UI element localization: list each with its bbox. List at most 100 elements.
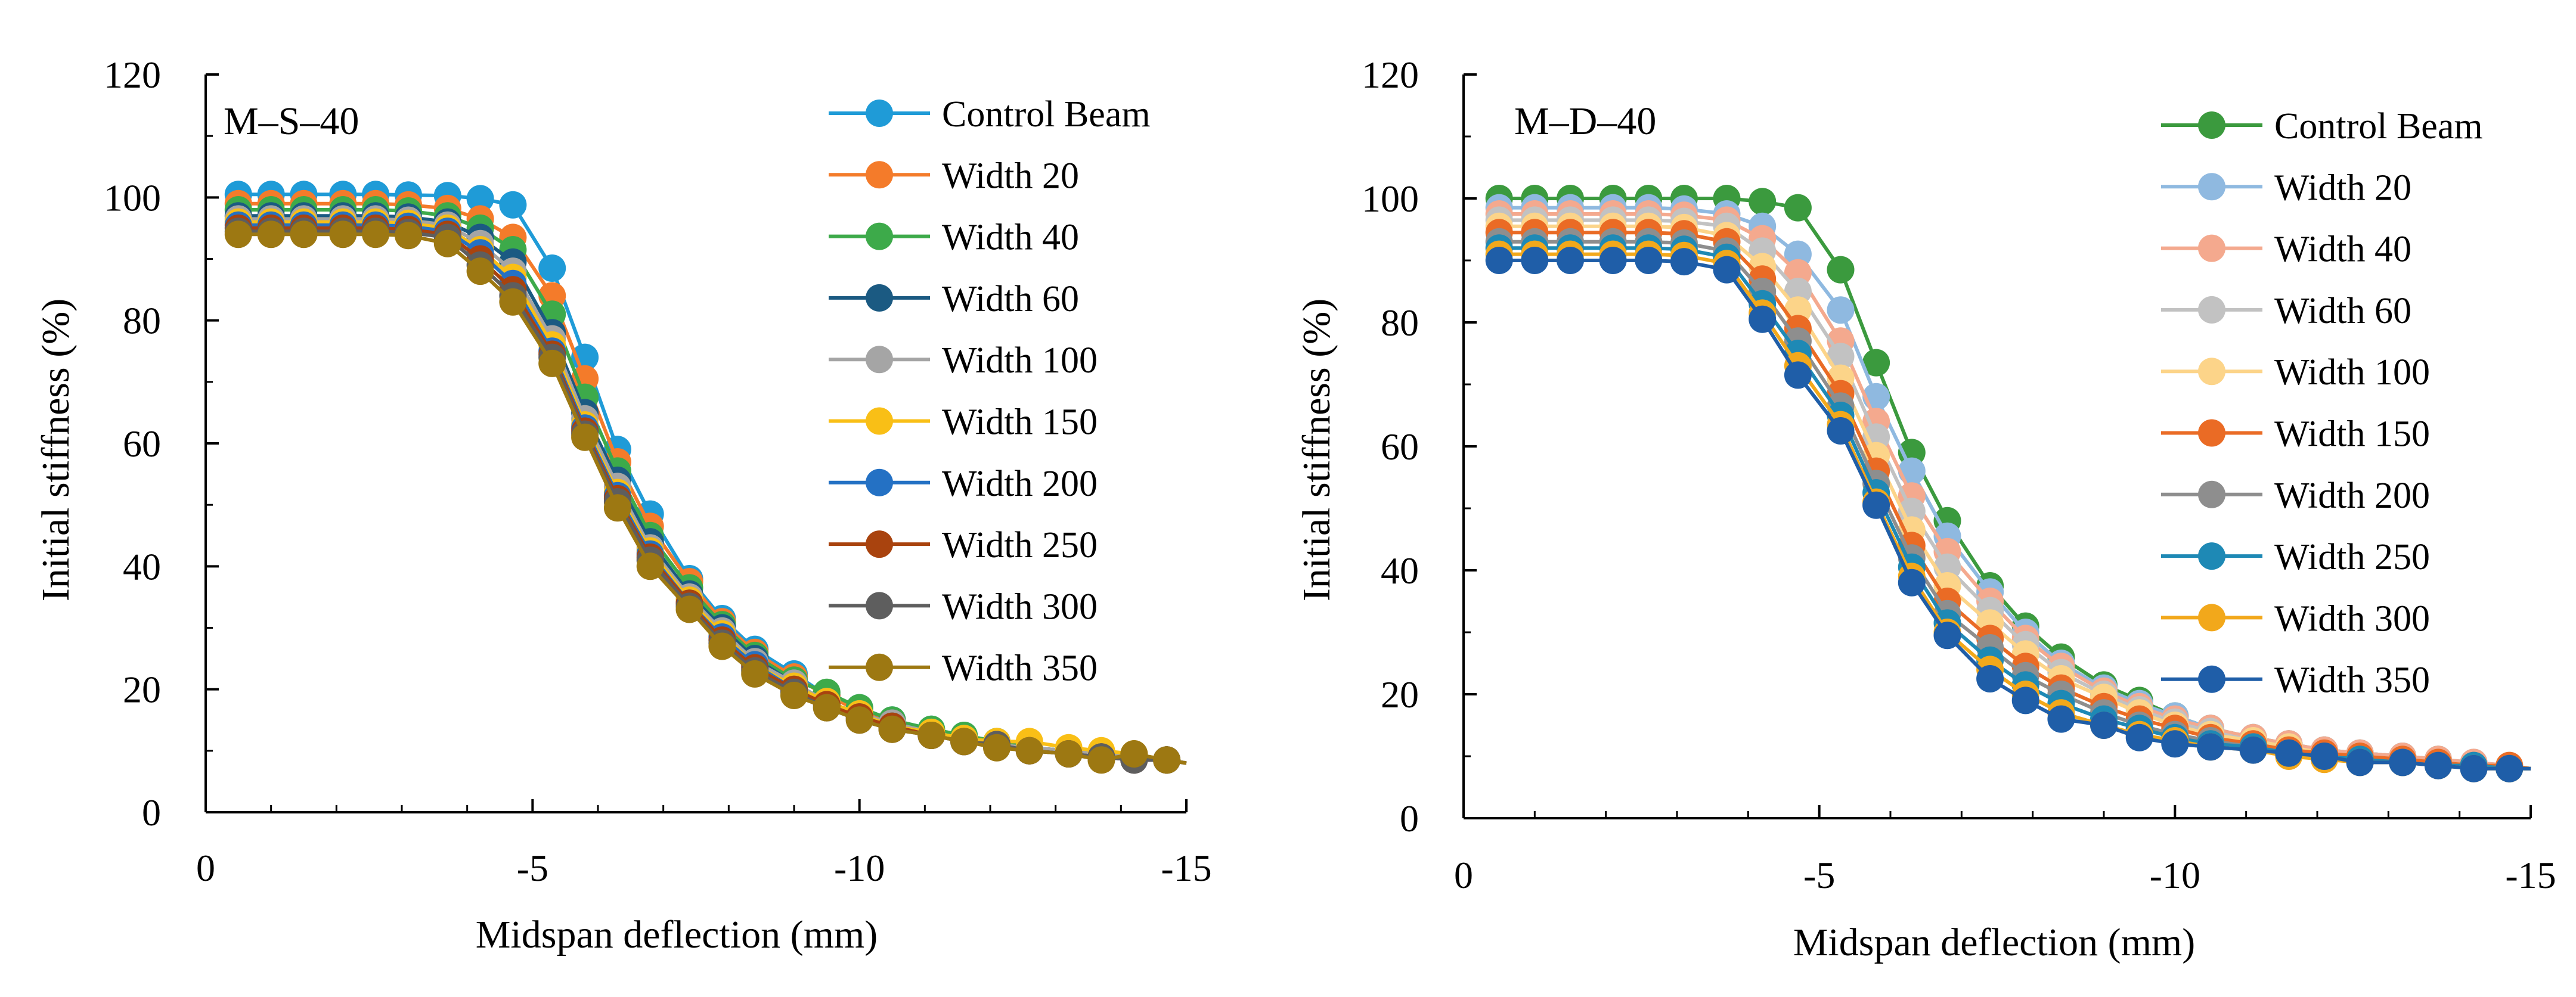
data-point	[2460, 754, 2488, 782]
legend-item: Width 250	[2161, 537, 2430, 577]
legend: Control Beam Width 20 Width 40 Width 60 Widt…	[829, 94, 1151, 689]
legend-item: Width 300	[829, 586, 1098, 627]
legend-marker	[2198, 665, 2225, 693]
x-tick-label: -15	[2505, 854, 2556, 896]
legend-label: Width 40	[2274, 229, 2411, 270]
data-point	[329, 220, 357, 249]
legend-marker	[866, 530, 893, 558]
data-point	[1749, 188, 1777, 216]
data-point	[290, 220, 318, 249]
panel-label: M–D–40	[1514, 100, 1656, 143]
data-point	[2496, 754, 2524, 782]
y-tick-label: 0	[1400, 797, 1419, 840]
legend-marker	[866, 161, 893, 189]
data-point	[1827, 343, 1855, 371]
data-point	[675, 595, 703, 623]
data-point	[1749, 305, 1777, 333]
legend-marker	[2198, 296, 2225, 324]
data-point	[2310, 743, 2338, 770]
data-point	[2161, 730, 2189, 758]
legend-item: Width 20	[2161, 167, 2411, 208]
legend-marker	[866, 284, 893, 312]
data-point	[1713, 256, 1741, 284]
legend-marker	[866, 468, 893, 496]
data-point	[2011, 687, 2039, 715]
data-point	[1120, 740, 1148, 768]
y-tick-label: 100	[1362, 178, 1419, 220]
data-point	[2197, 733, 2224, 761]
legend-label: Width 100	[942, 340, 1098, 381]
legend-marker	[2198, 358, 2225, 386]
data-point	[1898, 569, 1926, 597]
legend-item: Width 250	[829, 525, 1098, 566]
x-tick-label: -5	[517, 847, 548, 889]
legend-item: Width 60	[829, 279, 1079, 319]
data-point	[845, 706, 873, 734]
legend-item: Width 40	[2161, 229, 2411, 270]
data-point	[2346, 748, 2374, 777]
legend-marker	[2198, 173, 2225, 201]
data-point	[917, 722, 946, 749]
y-tick-label: 120	[104, 54, 161, 96]
data-point	[2424, 751, 2452, 779]
data-point	[708, 632, 736, 660]
data-point	[741, 660, 769, 688]
data-point	[2239, 736, 2267, 764]
data-point	[636, 552, 664, 580]
legend-marker	[2198, 542, 2225, 570]
y-tick-label: 80	[123, 300, 161, 342]
legend-label: Width 350	[942, 648, 1098, 689]
data-point	[257, 220, 285, 249]
data-point	[499, 288, 527, 316]
legend-item: Width 300	[2161, 598, 2430, 639]
data-point	[1898, 457, 1926, 485]
legend-label: Width 150	[942, 402, 1098, 443]
data-point	[224, 220, 252, 249]
data-point	[1827, 256, 1855, 284]
data-point	[2090, 712, 2118, 739]
x-tick-label: -15	[1161, 847, 1211, 889]
y-tick-label: 100	[104, 176, 161, 219]
legend-label: Width 300	[2274, 598, 2430, 639]
x-tick-label: 0	[1454, 854, 1473, 896]
data-point	[950, 728, 978, 756]
chart-panel-ms40: M–S–40 Midspan deflection (mm) Initial s…	[34, 54, 1212, 956]
y-tick-label: 60	[123, 423, 161, 465]
data-point	[499, 191, 527, 219]
legend-item: Width 150	[2161, 414, 2430, 455]
legend-item: Width 200	[829, 464, 1098, 504]
data-point	[878, 715, 906, 743]
legend-item: Width 100	[2161, 352, 2430, 393]
legend-label: Width 20	[2274, 167, 2411, 208]
data-point	[466, 185, 494, 213]
data-point	[1015, 737, 1043, 765]
legend-item: Width 200	[2161, 476, 2430, 516]
legend-label: Width 150	[2274, 414, 2430, 455]
data-point	[1862, 349, 1890, 377]
y-tick-label: 20	[123, 669, 161, 711]
legend-label: Width 250	[2274, 537, 2430, 577]
y-tick-label: 0	[142, 791, 161, 834]
legend-label: Width 100	[2274, 352, 2430, 393]
data-point	[362, 220, 390, 249]
data-point	[2275, 739, 2303, 767]
data-point	[538, 254, 566, 282]
data-point	[2125, 723, 2153, 751]
x-tick-label: -10	[2150, 854, 2200, 896]
legend-label: Control Beam	[2274, 106, 2483, 147]
data-point	[466, 257, 494, 285]
legend-label: Width 350	[2274, 660, 2430, 701]
data-point	[1976, 665, 2004, 692]
data-point	[2047, 705, 2075, 733]
legend-label: Width 40	[942, 218, 1079, 258]
data-point	[1153, 746, 1181, 774]
data-point	[603, 494, 631, 522]
data-point	[1521, 247, 1549, 274]
y-axis-title: Initial stiffness (%)	[1295, 299, 1338, 601]
legend-label: Width 200	[2274, 476, 2430, 516]
legend-label: Width 300	[942, 586, 1098, 627]
data-point	[813, 694, 841, 722]
data-point	[780, 682, 808, 709]
legend-marker	[2198, 604, 2225, 632]
legend-item: Width 150	[829, 402, 1098, 443]
